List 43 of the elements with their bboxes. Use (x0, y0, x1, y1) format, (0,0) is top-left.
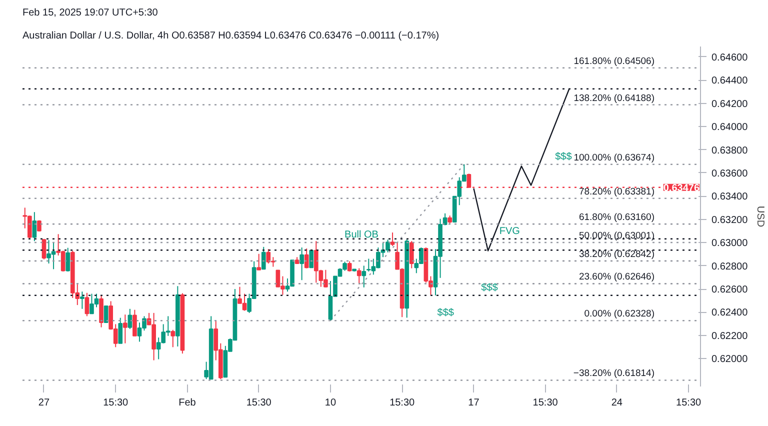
y-tick-label: 0.64200 (712, 98, 748, 110)
x-tick-label: Feb (178, 398, 196, 408)
y-tick-label: 0.63000 (712, 238, 748, 250)
ref-line-label: 61.80% (0.63160) (578, 212, 655, 224)
y-tick-label: 0.62600 (712, 284, 748, 296)
ref-line-label: 100.00% (0.63674) (574, 152, 654, 164)
annotation: $$$ (481, 282, 498, 294)
x-tick-label: 15:30 (246, 398, 272, 408)
ref-line-label: 138.20% (0.64188) (574, 92, 654, 104)
ref-line-label: 78.20% (0.63381) (578, 186, 655, 198)
x-tick-label: 15:30 (676, 398, 702, 408)
y-tick-label: 0.63200 (712, 214, 748, 226)
y-tick-label: 0.62400 (712, 308, 748, 319)
ref-line-label: 0.00% (0.62328) (584, 308, 655, 320)
y-tick-label: 0.63800 (712, 145, 748, 156)
x-tick-label: 10 (324, 398, 336, 408)
y-tick-label: 0.62000 (712, 354, 748, 366)
y-tick-label: 0.63600 (712, 168, 748, 180)
x-tick-label: 24 (611, 398, 623, 408)
ref-line-label: 38.20% (0.62842) (578, 248, 655, 260)
ref-line-label: 50.00% (0.63001) (578, 230, 655, 242)
ref-line-label: 0.63476 (663, 182, 700, 194)
y-tick-label: 0.63400 (712, 192, 748, 203)
x-tick-label: 27 (38, 398, 50, 408)
annotation: FVG (499, 226, 520, 237)
y-tick-label: 0.64000 (712, 122, 748, 134)
chart-title: Australian Dollar / U.S. Dollar, 4h O0.63587 H0.63594 L0.63476 C0.63476 −0.00111 (−0.17%) (22, 30, 440, 42)
y-tick-label: 0.62800 (712, 261, 748, 272)
annotation: $$$ (437, 308, 454, 319)
text: Feb 15, 2025 19:07 UTC+5:30 (22, 8, 158, 18)
ref-line-label: 161.80% (0.64506) (574, 56, 654, 67)
ref-line-label: −38.20% (0.61814) (573, 368, 655, 380)
x-tick-label: 15:30 (103, 398, 129, 408)
x-tick-label: 17 (468, 398, 480, 408)
y-tick-label: 0.62200 (712, 330, 748, 342)
x-tick-label: 15:30 (390, 398, 416, 408)
y-axis-title: USD (754, 206, 766, 228)
y-tick-label: 0.64400 (712, 76, 748, 87)
annotation: $$$ (555, 151, 572, 162)
annotation: Bull OB (344, 229, 379, 240)
y-tick-label: 0.64600 (712, 52, 748, 64)
x-tick-label: 15:30 (532, 398, 558, 408)
ref-line-label: 23.60% (0.62646) (578, 272, 655, 283)
